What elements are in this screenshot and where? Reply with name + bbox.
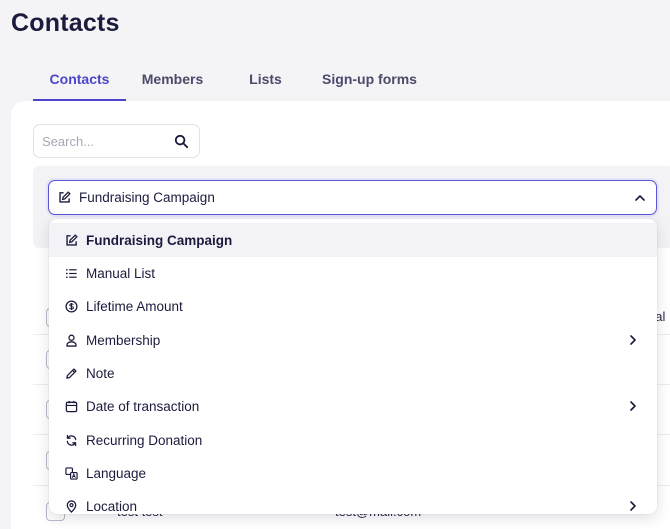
menu-item-lifetime-amount[interactable]: Lifetime Amount [49,289,657,323]
menu-item-label: Lifetime Amount [86,298,183,314]
menu-item-date-of-transaction[interactable]: Date of transaction [49,389,657,423]
refresh-icon [66,434,77,446]
search-input[interactable] [42,133,172,149]
menu-item-location[interactable]: Location [49,489,657,514]
edit-square-icon [66,233,78,246]
translate-icon [65,466,78,480]
menu-item-label: Membership [86,332,161,348]
menu-item-label: Date of transaction [86,398,200,414]
filter-select-value: Fundraising Campaign [79,190,215,205]
tab-bar: Contacts Members Lists Sign-up forms [33,64,427,102]
search-box [33,124,200,158]
tab-members[interactable]: Members [141,71,204,87]
chevron-up-icon [635,195,645,201]
dollar-circle-icon [65,299,78,313]
menu-item-note[interactable]: Note [49,356,657,390]
menu-item-label: Fundraising Campaign [86,232,233,248]
tab-lists[interactable]: Lists [249,71,282,87]
chevron-right-icon [630,401,636,411]
menu-item-label: Recurring Donation [86,432,203,448]
tab-sign-up-forms[interactable]: Sign-up forms [322,71,417,87]
location-pin-icon [66,499,77,513]
menu-item-recurring-donation[interactable]: Recurring Donation [49,423,657,457]
menu-item-fundraising-campaign[interactable]: Fundraising Campaign [49,223,657,257]
menu-item-label: Language [86,465,147,481]
chevron-right-icon [630,335,636,345]
pencil-icon [66,367,77,379]
menu-item-membership[interactable]: Membership [49,323,657,357]
person-icon [66,334,77,347]
menu-item-label: Note [86,365,115,381]
edit-square-icon [59,191,71,203]
page-title: Contacts [11,9,120,37]
menu-item-language[interactable]: Language [49,456,657,490]
menu-item-label: Manual List [86,265,156,281]
tab-contacts[interactable]: Contacts [33,64,126,101]
chevron-right-icon [630,501,636,511]
calendar-icon [65,400,78,412]
menu-item-manual-list[interactable]: Manual List [49,256,657,290]
list-icon [66,268,77,278]
search-icon[interactable] [174,134,189,149]
filter-select[interactable]: Fundraising Campaign [48,180,657,215]
filter-dropdown-menu: Fundraising Campaign Manual List Lifetim… [49,219,657,514]
menu-item-label: Location [86,498,138,514]
